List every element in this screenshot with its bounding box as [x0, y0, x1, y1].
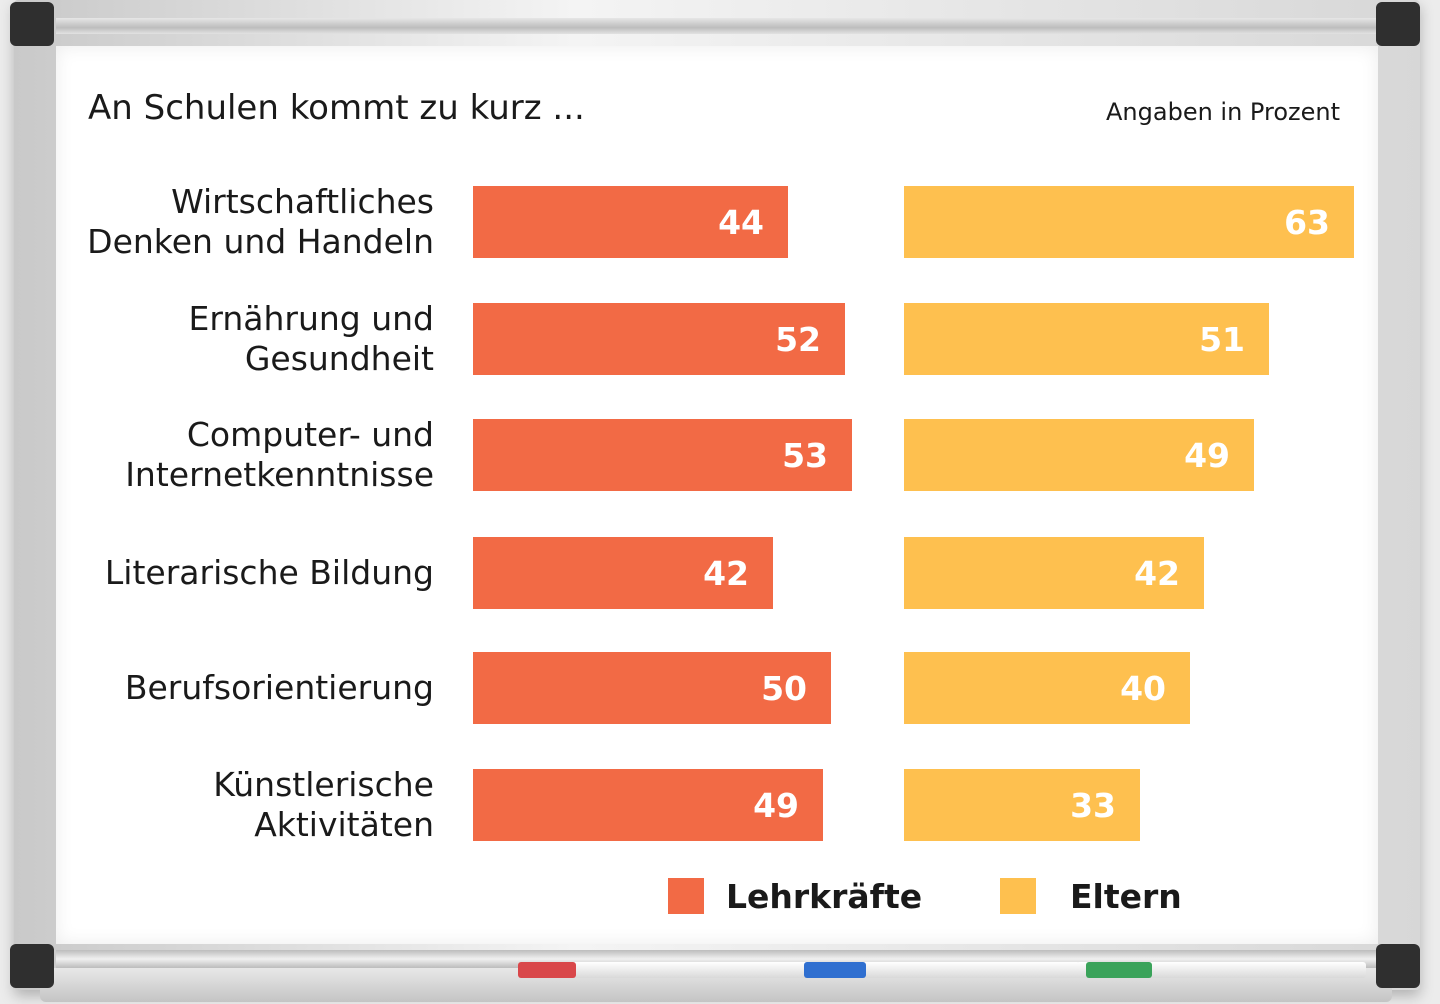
- legend-item-eltern: Eltern: [1000, 876, 1182, 916]
- frame-corner-top-left: [10, 2, 54, 46]
- bar-eltern: 42: [904, 537, 1204, 609]
- blue-marker: [790, 962, 1080, 978]
- bar-eltern: 63: [904, 186, 1354, 258]
- frame-corner-bottom-right: [1376, 944, 1420, 988]
- green-marker: [1076, 962, 1366, 978]
- chart-title: An Schulen kommt zu kurz ...: [88, 88, 585, 128]
- frame-corner-top-right: [1376, 2, 1420, 46]
- bar-lehrkraefte: 52: [473, 303, 845, 375]
- category-label: Literarische Bildung: [104, 553, 434, 592]
- legend-item-lehrkraefte: Lehrkräfte: [668, 876, 922, 916]
- legend-label-lehrkraefte: Lehrkräfte: [726, 876, 923, 916]
- data-label-eltern: 40: [1120, 668, 1166, 708]
- data-label-lehrkraefte: 52: [775, 319, 821, 359]
- legend-swatch-eltern: [1000, 878, 1036, 914]
- category-label: Berufsorientierung: [124, 668, 434, 707]
- data-label-eltern: 49: [1184, 435, 1230, 475]
- bar-eltern: 49: [904, 419, 1254, 491]
- data-label-lehrkraefte: 53: [782, 435, 828, 475]
- bar-lehrkraefte: 50: [473, 652, 831, 724]
- data-label-lehrkraefte: 42: [703, 553, 749, 593]
- bar-lehrkraefte: 53: [473, 419, 852, 491]
- data-label-lehrkraefte: 50: [761, 668, 807, 708]
- data-label-eltern: 33: [1070, 785, 1116, 825]
- bar-eltern: 40: [904, 652, 1190, 724]
- whiteboard-top-rail: [56, 18, 1378, 34]
- bar-lehrkraefte: 44: [473, 186, 788, 258]
- unit-note: Angaben in Prozent: [1106, 98, 1340, 126]
- bar-eltern: 33: [904, 769, 1140, 841]
- data-label-lehrkraefte: 44: [718, 202, 764, 242]
- data-label-eltern: 42: [1134, 553, 1180, 593]
- category-label: Ernährung und Gesundheit: [188, 299, 434, 378]
- bar-lehrkraefte: 49: [473, 769, 823, 841]
- category-label: Künstlerische Aktivitäten: [213, 765, 434, 844]
- legend-swatch-lehrkraefte: [668, 878, 704, 914]
- frame-corner-bottom-left: [10, 944, 54, 988]
- data-label-eltern: 63: [1284, 202, 1330, 242]
- legend-label-eltern: Eltern: [1070, 876, 1182, 916]
- bar-eltern: 51: [904, 303, 1269, 375]
- data-label-lehrkraefte: 49: [753, 785, 799, 825]
- category-label: Computer- und Internetkenntnisse: [125, 415, 434, 494]
- data-label-eltern: 51: [1199, 319, 1245, 359]
- category-label: Wirtschaftliches Denken und Handeln: [87, 182, 434, 261]
- red-marker: [518, 962, 808, 978]
- bar-lehrkraefte: 42: [473, 537, 773, 609]
